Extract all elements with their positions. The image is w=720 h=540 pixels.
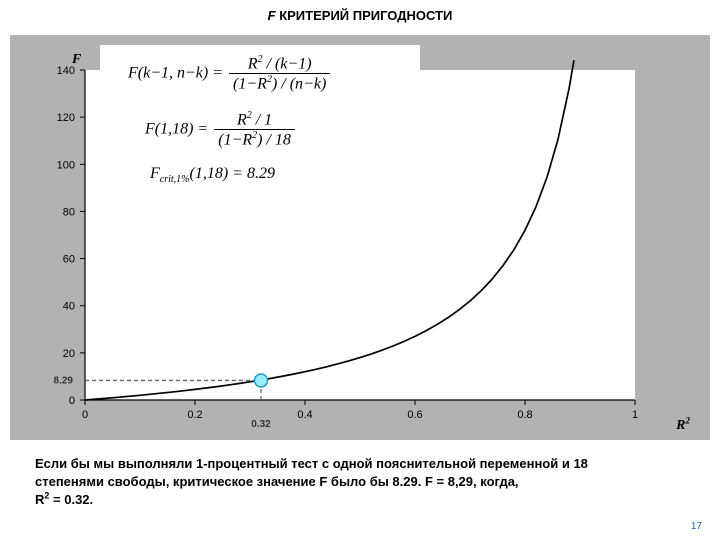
svg-text:0: 0 [69, 395, 75, 407]
slide-title: F КРИТЕРИЙ ПРИГОДНОСТИ [0, 8, 720, 23]
caption-l1: Если бы мы выполняли 1-процентный тест с… [35, 456, 588, 471]
svg-text:120: 120 [57, 112, 75, 124]
x-axis-label: R2 [676, 415, 690, 434]
svg-text:20: 20 [63, 348, 75, 360]
svg-text:100: 100 [57, 159, 75, 171]
svg-text:8.29: 8.29 [54, 375, 74, 386]
equation-3: Fcrit,1%(1,18) = 8.29 [150, 165, 275, 185]
page-number: 17 [691, 521, 702, 532]
svg-text:1: 1 [632, 409, 638, 421]
equation-1: F(k−1, n−k) = R2 / (k−1)(1−R2) / (n−k) [128, 54, 332, 94]
caption-l2: степенями свободы, критическое значение … [35, 474, 519, 489]
y-axis-label: F [72, 52, 81, 68]
svg-text:0.6: 0.6 [407, 409, 422, 421]
svg-text:40: 40 [63, 301, 75, 313]
svg-text:0.4: 0.4 [297, 409, 312, 421]
svg-text:60: 60 [63, 254, 75, 266]
caption-l3: R2 = 0.32. [35, 492, 93, 507]
caption-text: Если бы мы выполняли 1-процентный тест с… [35, 455, 685, 509]
svg-text:0.32: 0.32 [251, 419, 271, 430]
svg-text:0.2: 0.2 [187, 409, 202, 421]
svg-text:80: 80 [63, 206, 75, 218]
equation-2: F(1,18) = R2 / 1(1−R2) / 18 [145, 110, 297, 150]
slide-root: F КРИТЕРИЙ ПРИГОДНОСТИ 0 0.2 0.4 0.6 0.8 1 0 20… [0, 0, 720, 540]
title-rest: КРИТЕРИЙ ПРИГОДНОСТИ [276, 8, 453, 23]
svg-text:0.8: 0.8 [517, 409, 532, 421]
svg-text:0: 0 [82, 409, 88, 421]
title-f: F [268, 8, 276, 23]
